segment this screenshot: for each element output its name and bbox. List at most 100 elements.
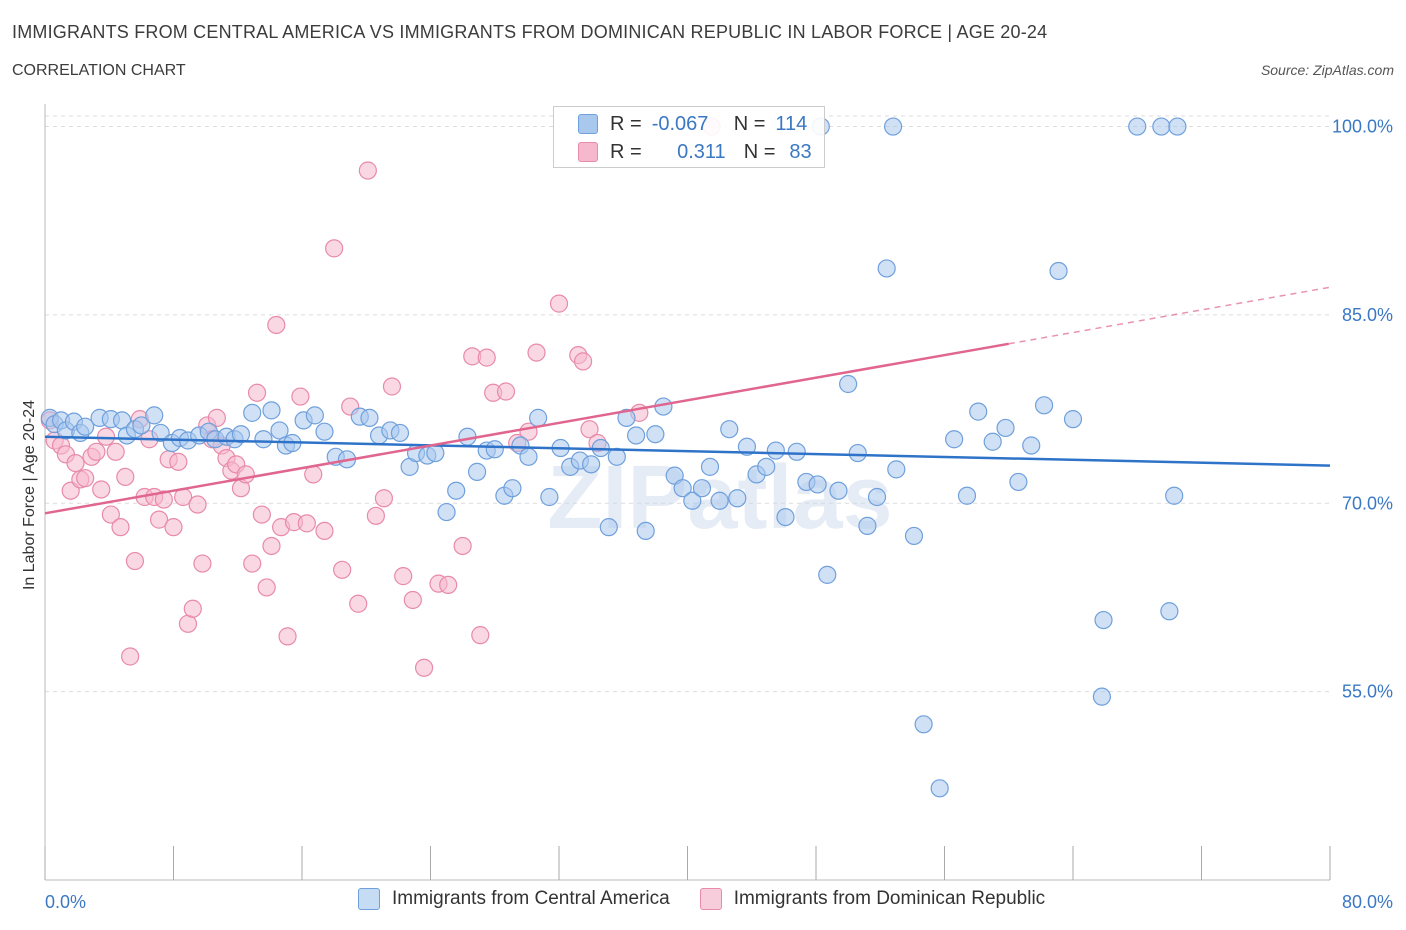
central-america-point — [437, 502, 456, 522]
central-america-points — [40, 117, 1187, 798]
y-tick-label: 100.0% — [1332, 117, 1393, 137]
trend-lines — [44, 286, 1331, 515]
central-america-point — [76, 417, 95, 436]
correlation-legend: R = -0.067 N = 114 R = 0.311 N = 83 — [553, 106, 825, 168]
central-america-point — [1092, 687, 1112, 706]
central-america-point — [808, 475, 827, 494]
central-america-point — [145, 406, 164, 425]
central-america-point — [1034, 396, 1054, 415]
central-america-point — [683, 491, 702, 510]
central-america-point — [969, 402, 988, 421]
dominican-point — [382, 377, 402, 396]
dominican-point — [333, 560, 352, 579]
central-america-point — [607, 447, 626, 466]
dominican-point — [106, 442, 125, 461]
legend-row-dominican: R = 0.311 N = 83 — [578, 139, 812, 165]
dominican-point — [188, 495, 207, 514]
dominican-point — [278, 627, 297, 646]
central-america-point — [1128, 117, 1147, 136]
legend-item-dominican[interactable]: Immigrants from Dominican Republic — [699, 888, 1046, 910]
chart-title: IMMIGRANTS FROM CENTRAL AMERICA VS IMMIG… — [12, 22, 1048, 42]
central-america-point — [914, 715, 933, 734]
central-america-point — [132, 416, 151, 435]
dominican-point — [252, 505, 271, 524]
central-america-point — [848, 443, 867, 463]
central-america-point — [904, 526, 924, 546]
central-america-point — [930, 779, 949, 798]
dominican-point — [580, 420, 599, 439]
central-america-point — [867, 487, 887, 507]
central-america-point — [883, 117, 903, 136]
n-label: N = — [733, 112, 766, 135]
dominican-point — [183, 599, 202, 618]
dominican-point — [453, 536, 472, 556]
central-america-point — [945, 430, 964, 449]
central-america-point — [262, 401, 281, 420]
dominican-point — [262, 536, 281, 556]
dominican-point — [349, 594, 368, 613]
central-america-point — [540, 487, 559, 507]
central-america-point — [858, 516, 877, 535]
legend-row-central-america: R = -0.067 N = 114 — [578, 111, 807, 137]
central-america-point — [887, 460, 906, 479]
central-america-point — [626, 426, 646, 445]
central-america-point — [673, 479, 692, 498]
central-america-point — [599, 518, 618, 537]
central-america-point — [529, 408, 548, 427]
dominican-point — [549, 294, 569, 313]
central-america-trend-line — [44, 435, 1331, 467]
central-america-point — [646, 425, 665, 444]
central-america-point — [582, 455, 601, 474]
series-legend: Immigrants from Central America Immigran… — [358, 888, 1075, 910]
central-america-point — [757, 457, 776, 476]
dominican-point — [66, 453, 85, 473]
axes — [44, 104, 1331, 881]
dominican-point — [116, 467, 135, 487]
n-value: 83 — [789, 140, 812, 163]
central-america-point — [710, 491, 729, 510]
dominican-point — [207, 408, 226, 427]
dominican-point — [76, 469, 95, 488]
dominican-point — [358, 161, 377, 180]
dominican-point — [125, 551, 145, 571]
central-america-point — [737, 437, 757, 456]
r-value: 0.311 — [677, 140, 726, 163]
central-america-point — [503, 479, 522, 498]
dominican-point — [164, 518, 183, 537]
central-america-point — [426, 443, 445, 463]
r-label: R = — [610, 140, 642, 163]
x-tick-label: 0.0% — [45, 892, 86, 912]
central-america-point — [305, 406, 324, 425]
dominican-point — [178, 614, 198, 633]
dominican-point — [374, 489, 394, 508]
central-america-point — [957, 486, 977, 505]
central-america-point — [231, 425, 251, 444]
dominican-point — [471, 626, 490, 645]
dominican-point — [297, 514, 316, 533]
legend-label: Immigrants from Dominican Republic — [733, 888, 1046, 909]
central-america-point — [485, 440, 504, 459]
dominican-point — [121, 647, 140, 666]
r-label: R = — [610, 112, 642, 135]
dominican-trend-extension — [1008, 286, 1331, 345]
source-label: Source: ZipAtlas.com — [1260, 62, 1394, 78]
dominican-point — [573, 352, 593, 371]
dominican-point — [315, 521, 334, 541]
dominican-point — [477, 348, 496, 367]
dominican-point — [366, 506, 385, 525]
central-america-point — [1165, 486, 1184, 505]
central-america-point — [776, 507, 795, 527]
central-america-point — [877, 259, 896, 278]
central-america-point — [270, 421, 289, 440]
legend-item-central-america[interactable]: Immigrants from Central America — [358, 888, 670, 910]
central-america-point — [254, 430, 273, 449]
n-value: 114 — [775, 112, 808, 135]
central-america-point — [315, 422, 334, 441]
dominican-point — [291, 387, 310, 406]
central-america-point — [700, 457, 720, 476]
tick-labels: 100.0% 85.0% 70.0% 55.0% 0.0% 80.0% — [45, 117, 1393, 912]
central-america-point — [720, 420, 739, 439]
dominican-point — [247, 383, 267, 402]
central-america-point — [983, 432, 1002, 451]
x-tick-label: 80.0% — [1342, 892, 1393, 912]
